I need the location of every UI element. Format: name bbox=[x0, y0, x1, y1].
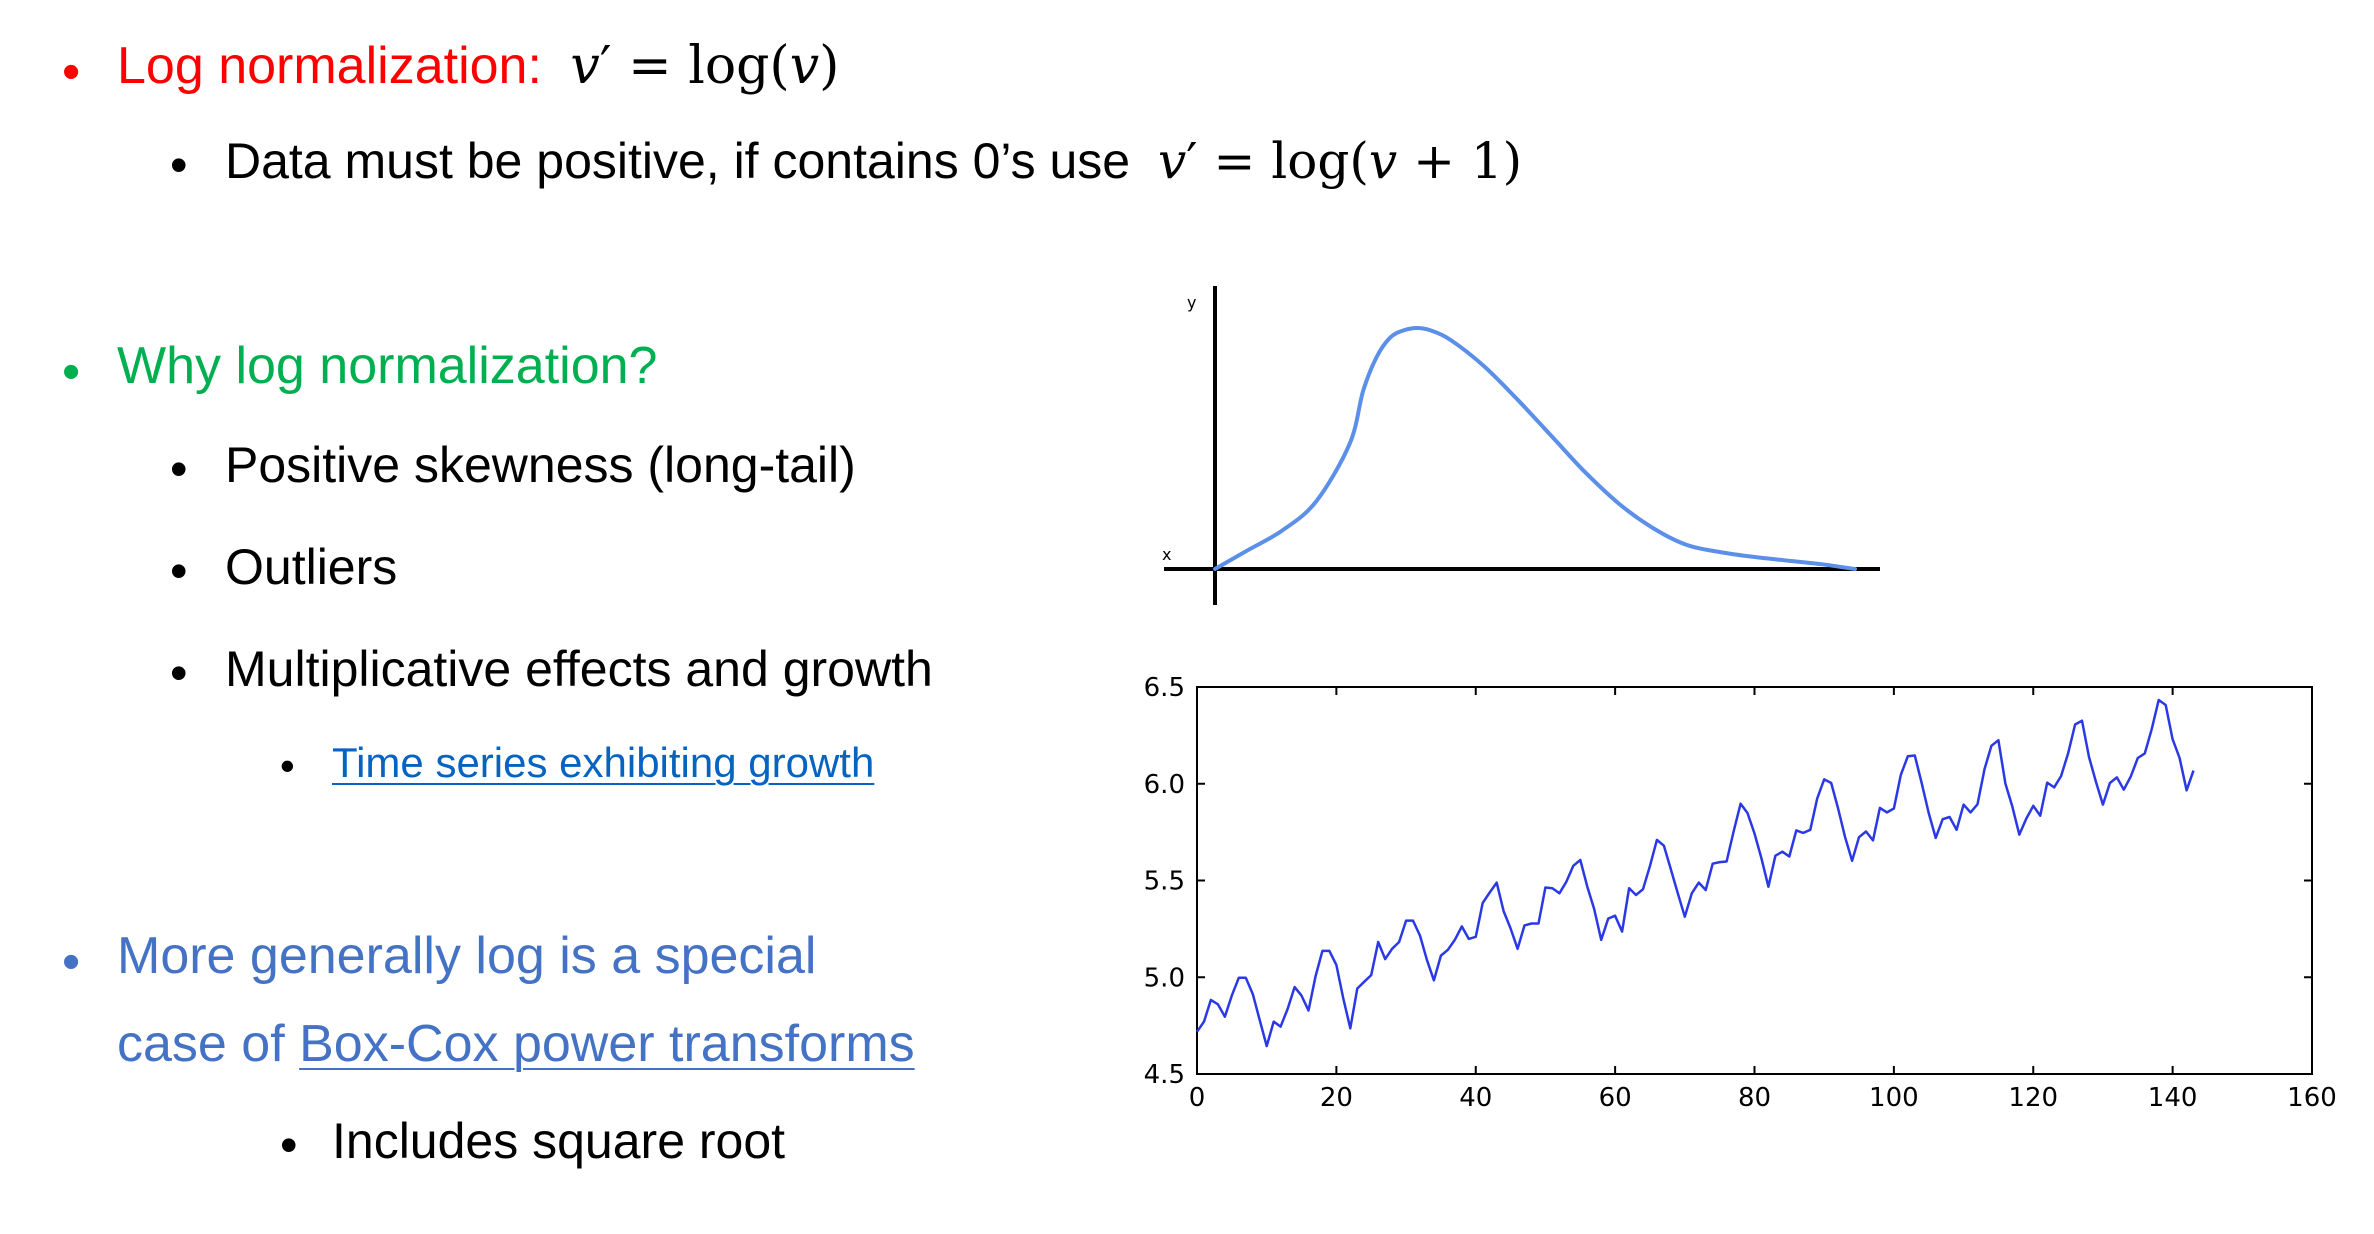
log-formula: v′ = log(v) bbox=[570, 36, 840, 96]
bullet-dot: • bbox=[62, 43, 81, 101]
sub-bullet-skewness: Positive skewness (long-tail) bbox=[225, 437, 856, 493]
x-axis-label: x bbox=[1162, 545, 1171, 564]
box-cox-link[interactable]: Box-Cox power transforms bbox=[299, 1015, 915, 1073]
bullet-text: Log normalization: bbox=[117, 37, 542, 95]
log-plus-one-formula: v′ = log(v + 1) bbox=[1158, 132, 1523, 190]
sub-bullet-square-root: Includes square root bbox=[332, 1113, 786, 1169]
bullet-text: case of bbox=[117, 1015, 300, 1073]
x-tick-label: 100 bbox=[1869, 1083, 1919, 1113]
y-tick-label: 5.5 bbox=[1144, 867, 1185, 897]
bullet-why-log: Why log normalization? bbox=[117, 337, 658, 395]
plot-frame bbox=[1196, 686, 2313, 1075]
sub-bullet-positive-data: Data must be positive, if contains 0’s u… bbox=[225, 136, 1522, 186]
y-tick-label: 5.0 bbox=[1144, 963, 1185, 993]
bullet-dot: • bbox=[62, 343, 81, 401]
bullet-text: Data must be positive, if contains 0’s u… bbox=[225, 133, 1131, 189]
y-tick-label: 4.5 bbox=[1144, 1060, 1185, 1090]
sub-bullet-dot: • bbox=[170, 137, 188, 193]
bullet-log-normalization: Log normalization: v′ = log(v) bbox=[117, 40, 839, 92]
time-series-line bbox=[1195, 698, 2195, 1048]
skewed-distribution-chart: y x bbox=[1162, 286, 1880, 605]
x-tick-label: 160 bbox=[2287, 1083, 2337, 1113]
sub-sub-bullet-dot: • bbox=[280, 742, 295, 789]
y-tick-label: 6.0 bbox=[1144, 770, 1185, 800]
bullet-dot: • bbox=[62, 933, 81, 991]
bullet-box-cox-line: case of Box-Cox power transforms bbox=[117, 1018, 915, 1070]
x-tick-label: 0 bbox=[1189, 1083, 1206, 1113]
sub-bullet-dot: • bbox=[280, 1117, 298, 1173]
x-tick-label: 40 bbox=[1459, 1083, 1492, 1113]
sub-bullet-outliers: Outliers bbox=[225, 539, 398, 595]
time-series-chart: 0 20 40 60 80 100 120 140 160 4.5 5.0 5.5 6.0 6.5 bbox=[1144, 673, 2337, 1113]
y-tick-label: 6.5 bbox=[1144, 673, 1185, 703]
time-series-growth-link[interactable]: Time series exhibiting growth bbox=[332, 739, 875, 786]
y-axis-label: y bbox=[1187, 293, 1196, 312]
x-tick-label: 60 bbox=[1599, 1083, 1632, 1113]
x-tick-label: 120 bbox=[2008, 1083, 2058, 1113]
sub-bullet-dot: • bbox=[170, 645, 188, 701]
bullet-more-generally: More generally log is a special bbox=[117, 927, 817, 985]
sub-bullet-multiplicative: Multiplicative effects and growth bbox=[225, 641, 933, 697]
sub-bullet-dot: • bbox=[170, 543, 188, 599]
x-tick-label: 140 bbox=[2148, 1083, 2198, 1113]
x-tick-label: 20 bbox=[1320, 1083, 1353, 1113]
sub-bullet-dot: • bbox=[170, 441, 188, 497]
x-tick-label: 80 bbox=[1738, 1083, 1771, 1113]
skew-series-line bbox=[1213, 326, 1857, 571]
